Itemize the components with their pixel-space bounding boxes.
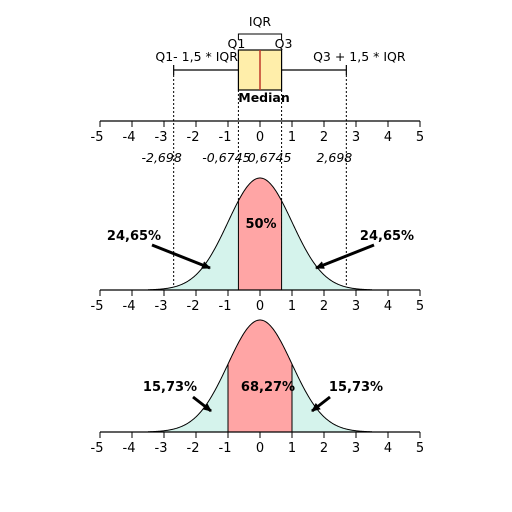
distribution-chart-one-sigma: -5 -4 -3 -2 -1 0 1 2 3 4 5 68,27% 15,73% 15,73%: [91, 319, 424, 456]
distribution-chart-iqr: -5 -4 -3 -2 -1 0 1 2 3 4 5 50% 24,65% 24,65%: [91, 177, 424, 314]
upper-whisker-label: Q3 + 1,5 * IQR: [313, 49, 406, 64]
dist-axis-tick-label: -1: [219, 299, 232, 314]
top-axis-tick-label: 0: [256, 130, 264, 145]
dist-axis-tick-label: 4: [384, 299, 392, 314]
dist-axis-tick-label: -4: [123, 441, 136, 456]
left-tail-percent-label: 24,65%: [107, 229, 161, 244]
left-tail-area: [148, 364, 228, 432]
quartile-value-label: 0,6745: [248, 150, 292, 165]
quartile-value-label: 2,698: [316, 150, 352, 165]
quartile-value-label: -2,698: [142, 150, 182, 165]
left-tail-arrow: [192, 395, 212, 413]
dist-axis-tick-label: 5: [416, 441, 424, 456]
q3-label: Q3: [275, 36, 293, 51]
dist-axis-tick-label: -5: [91, 299, 104, 314]
dist-axis-tick-label: 0: [256, 299, 264, 314]
quartile-value-label: -0,6745: [202, 150, 250, 165]
dist-axis-tick-label: -1: [219, 441, 232, 456]
left-tail-arrow: [151, 243, 211, 270]
dist-axis-tick-label: 1: [288, 441, 296, 456]
top-axis-tick-label: -5: [91, 130, 104, 145]
normal-curve: [147, 319, 373, 433]
center-percent-label: 68,27%: [241, 380, 295, 395]
dist-axis-tick-label: 1: [288, 299, 296, 314]
lower-whisker-label: Q1- 1,5 * IQR: [155, 49, 238, 64]
boxplot: IQR Q1 Q3 Q1- 1,5 * IQR Q3 + 1,5 * IQR M…: [155, 14, 406, 105]
left-tail-area: [148, 201, 239, 290]
top-axis-tick-label: -1: [219, 130, 232, 145]
dist-axis-tick-label: -2: [187, 441, 200, 456]
top-axis-tick-label: -3: [155, 130, 168, 145]
top-axis-tick-label: 1: [288, 130, 296, 145]
right-tail-percent-label: 24,65%: [360, 229, 414, 244]
center-area: [238, 178, 282, 290]
top-axis-tick-label: -2: [187, 130, 200, 145]
dist-axis-tick-label: 0: [256, 441, 264, 456]
dist-axis-tick-label: -2: [187, 299, 200, 314]
dist-axis-tick-label: -3: [155, 441, 168, 456]
right-tail-area: [281, 200, 372, 290]
normal-curve: [147, 177, 373, 291]
right-tail-area: [292, 364, 372, 432]
dist-axis-tick-label: 4: [384, 441, 392, 456]
right-tail-arrow: [315, 243, 375, 270]
top-axis-tick-label: 2: [320, 130, 328, 145]
dist-axis-tick-label: -5: [91, 441, 104, 456]
iqr-bracket: [237, 33, 283, 40]
dist-axis-tick-label: 2: [320, 441, 328, 456]
dist-axis-tick-label: -3: [155, 299, 168, 314]
center-percent-label: 50%: [245, 217, 276, 232]
dotted-guide-lines: [173, 75, 347, 290]
dist-axis-tick-label: 2: [320, 299, 328, 314]
dist-axis-tick-label: -4: [123, 299, 136, 314]
left-tail-percent-label: 15,73%: [143, 380, 197, 395]
median-label: Median: [238, 90, 289, 105]
dist-axis-tick-label: 3: [352, 299, 360, 314]
center-area: [228, 320, 292, 432]
top-axis-tick-label: -4: [123, 130, 136, 145]
right-tail-arrow: [311, 395, 331, 413]
iqr-label: IQR: [249, 14, 272, 29]
q1-label: Q1: [228, 36, 246, 51]
right-tail-percent-label: 15,73%: [329, 380, 383, 395]
dist-axis-tick-label: 5: [416, 299, 424, 314]
top-axis-tick-label: 5: [416, 130, 424, 145]
top-axis-tick-label: 3: [352, 130, 360, 145]
top-axis-tick-label: 4: [384, 130, 392, 145]
top-axis: -5 -4 -3 -2 -1 0 1 2 3 4 5: [91, 120, 424, 145]
dist-axis-tick-label: 3: [352, 441, 360, 456]
